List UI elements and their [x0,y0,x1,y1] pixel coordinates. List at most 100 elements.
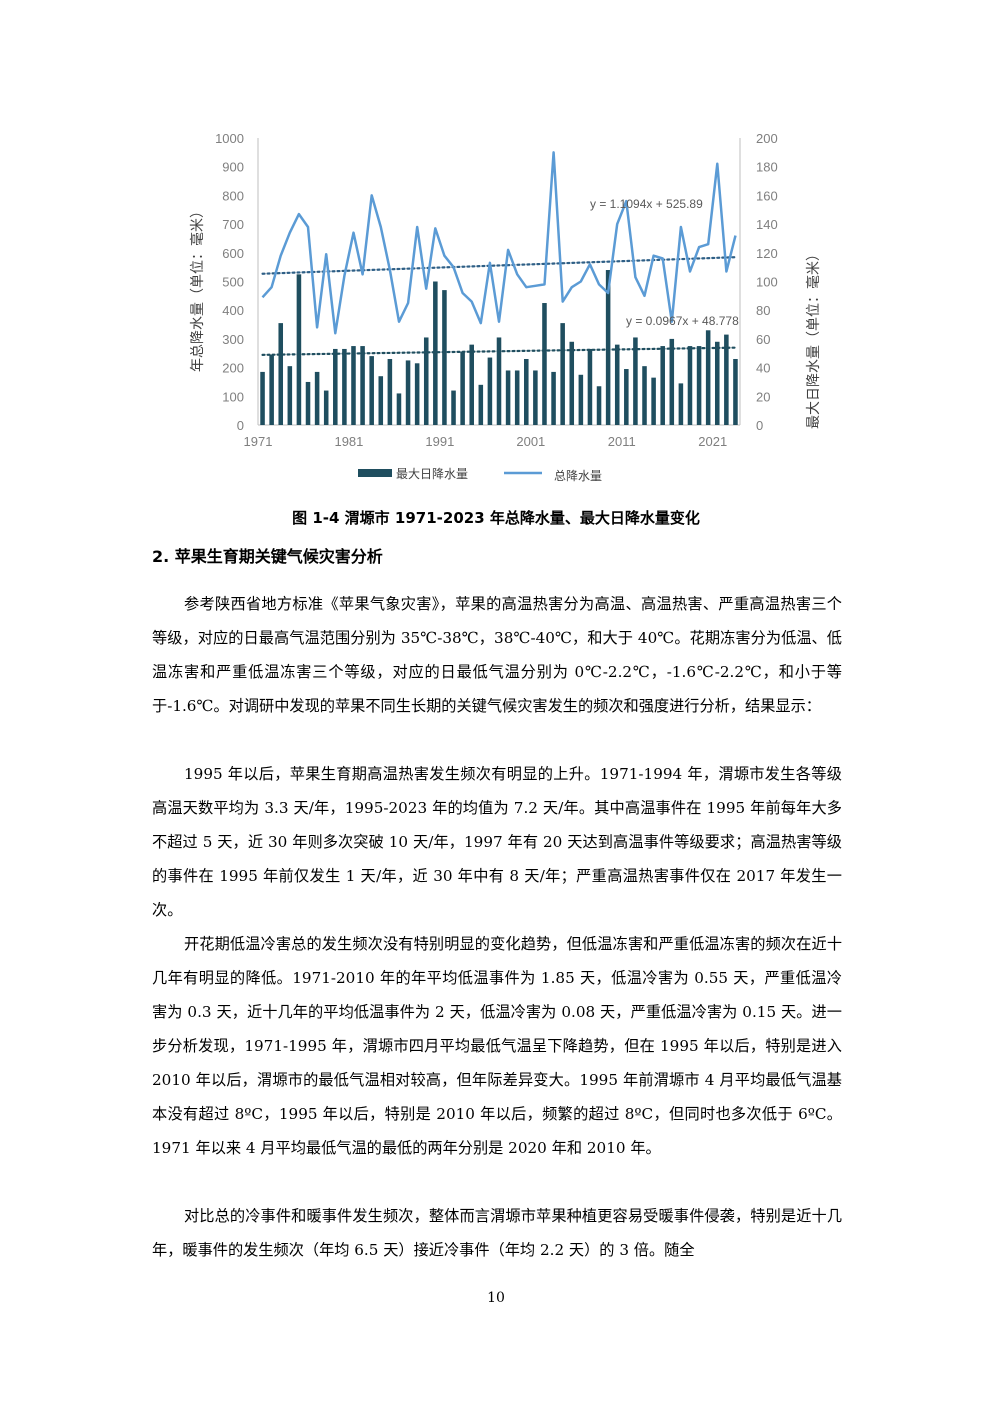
bar-max-daily [451,390,456,425]
bar-max-daily [369,356,374,425]
bar-max-daily [487,357,493,425]
left-tick-label: 100 [222,389,244,404]
bar-max-daily [305,381,311,425]
left-tick-label: 300 [222,332,244,347]
left-tick-label: 500 [222,275,244,290]
bar-max-daily [333,348,338,425]
right-tick-label: 100 [756,275,778,290]
left-tick-label: 400 [222,303,244,318]
left-tick-label: 800 [222,188,244,203]
bar-max-daily [469,344,474,425]
bar-max-daily [587,348,593,425]
bar-max-daily [724,334,729,425]
bar-max-daily [569,341,575,425]
bar-max-daily [496,337,502,425]
bar-max-daily [614,344,620,425]
bar-max-daily [578,374,584,425]
bar-max-daily [705,330,711,425]
bar-max-daily [542,303,547,425]
precipitation-chart: 0 100 200 300 400 500 600 700 800 900 1000 0 20 40 60 8… [189,131,822,483]
bar-max-daily [360,346,365,425]
bar-max-daily [296,274,302,425]
bar-max-daily [351,346,356,425]
bar-max-daily [633,337,638,425]
left-axis-title: 年总降水量（单位：毫米） [189,204,206,372]
bar-max-daily [651,377,656,425]
bar-max-daily [460,351,465,425]
right-tick-label: 180 [756,160,778,175]
paragraph-heat: 1995 年以后，苹果生育期高温热害发生频次有明显的上升。1971-1994 年… [152,765,842,919]
bar-max-daily [387,358,393,425]
bar-max-daily [605,270,611,425]
bar-max-daily [405,360,411,425]
section-title: 2. 苹果生育期关键气候灾害分析 [152,547,383,566]
paragraph-comparison: 对比总的冷事件和暖事件发生频次，整体而言渭塬市苹果种植更容易受暖事件侵袭，特别是… [152,1207,842,1259]
bar-max-daily [714,341,720,425]
bar-max-daily [624,369,629,425]
bar-max-daily [678,383,684,425]
right-tick-label: 120 [756,246,778,261]
trendline-max-daily [261,346,737,356]
x-tick-label: 2001 [516,434,545,449]
trend-equation-max: y = 0.0967x + 48.778 [626,314,739,328]
bar-max-daily [260,371,265,425]
bar-max-daily [378,376,384,425]
x-tick-label: 1981 [334,434,363,449]
legend-bar-swatch [358,469,392,477]
bar-max-daily [696,346,702,425]
left-tick-label: 900 [222,160,244,175]
bar-max-daily [287,366,293,425]
bar-max-daily [560,323,565,425]
bar-max-daily [423,337,429,425]
right-tick-label: 140 [756,217,778,232]
bar-max-daily [596,386,602,425]
right-tick-label: 200 [756,131,778,146]
legend-line-label: 总降水量 [554,469,602,483]
paragraph-standards: 参考陕西省地方标准《苹果气象灾害》，苹果的高温热害分为高温、高温热害、严重高温热… [152,595,842,715]
bar-max-daily [433,281,438,425]
bar-max-daily [323,390,329,425]
right-tick-label: 20 [756,389,770,404]
paragraph-cold: 开花期低温冷害总的发生频次没有特别明显的变化趋势，但低温冻害和严重低温冻害的频次… [152,935,842,1157]
bar-max-daily [642,366,647,425]
bar-max-daily [514,370,520,425]
legend: 最大日降水量 总降水量 [358,467,602,483]
left-tick-label: 200 [222,361,244,376]
bar-max-daily [505,370,511,425]
left-tick-label: 1000 [215,131,244,146]
left-tick-label: 700 [222,217,244,232]
x-tick-label: 2021 [698,434,727,449]
left-tick-label: 0 [237,418,244,433]
right-axis-title: 最大日降水量（单位：毫米） [805,247,822,429]
bar-max-daily [269,354,274,425]
trend-equation-total: y = 1.1094x + 525.89 [590,197,703,211]
x-tick-label: 2011 [608,434,636,449]
bar-max-daily [478,384,484,425]
trendline-total [261,256,737,275]
left-tick-label: 600 [222,246,244,261]
bar-max-daily [314,371,320,425]
legend-bar-label: 最大日降水量 [396,467,468,481]
x-tick-label: 1971 [244,434,273,449]
bar-max-daily [342,348,347,425]
right-tick-label: 0 [756,418,763,433]
bar-max-daily [733,358,738,425]
right-tick-label: 40 [756,361,770,376]
bar-max-daily [396,393,402,425]
right-tick-label: 60 [756,332,770,347]
bar-max-daily [687,346,693,425]
bar-max-daily [660,346,665,425]
page-number: 10 [487,1290,505,1306]
bar-max-daily [669,338,675,425]
bar-max-daily [524,358,529,425]
total-precipitation-line [261,151,737,335]
bar-max-daily [414,363,420,425]
bar-max-daily [551,371,556,425]
figure-caption: 图 1-4 渭塬市 1971-2023 年总降水量、最大日降水量变化 [292,509,700,527]
x-tick-label: 1991 [425,434,454,449]
right-tick-label: 80 [756,303,770,318]
bar-max-daily [533,370,538,425]
bar-max-daily [442,290,447,425]
right-tick-label: 160 [756,188,778,203]
bar-max-daily [278,323,284,425]
